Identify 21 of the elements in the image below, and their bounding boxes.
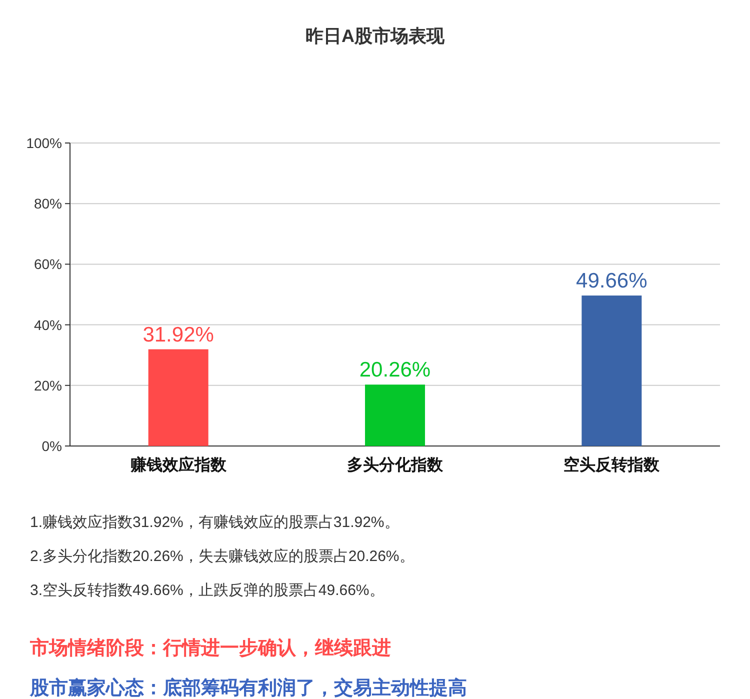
x-tick-label: 空头反转指数 [564,456,661,474]
chart-title: 昨日A股市场表现 [306,26,446,46]
x-tick-label: 赚钱效应指数 [129,455,228,474]
text: 3.空头反转指数49.66%，止跌反弹的股票占49.66%。 [30,582,384,599]
y-tick-label: 0% [42,438,62,454]
data-label: 31.92% [142,323,214,346]
data-label: 20.26% [359,358,431,382]
y-tick-label: 40% [34,316,62,333]
y-tick-label: 100% [26,135,62,151]
y-tick-label: 60% [34,256,62,272]
y-tick-label: 20% [34,377,62,394]
bar [148,349,208,446]
text: 2.多头分化指数20.26%，失去赚钱效应的股票占20.26%。 [30,548,414,565]
data-label: 49.66% [576,270,648,293]
bar [582,296,642,446]
x-tick-label: 多头分化指数 [347,456,444,474]
y-tick-label: 80% [34,196,62,212]
text: 股市赢家心态：底部筹码有利润了，交易主动性提高 [29,677,467,699]
bar [365,384,425,446]
text: 1.赚钱效应指数31.92%，有赚钱效应的股票占31.92%。 [30,514,400,531]
text: 市场情绪阶段：行情进一步确认，继续跟进 [29,637,391,659]
